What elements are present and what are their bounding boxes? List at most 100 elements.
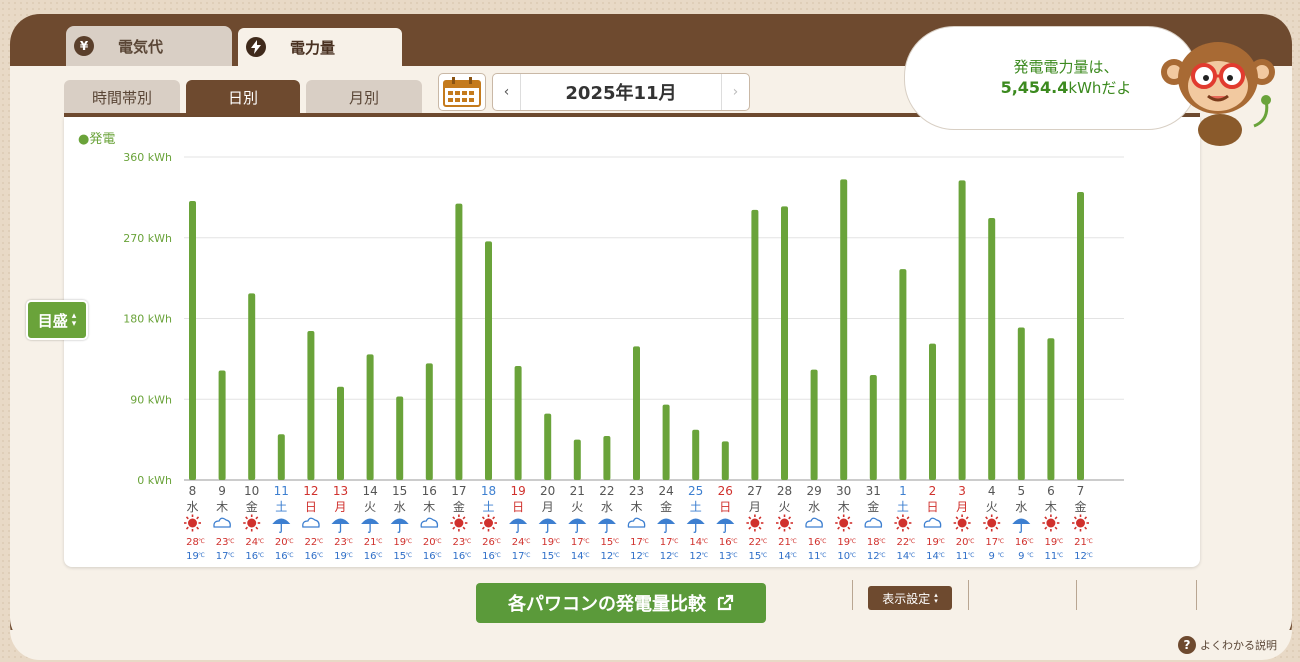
x-tick-date: 31 — [866, 484, 881, 498]
yen-icon: ¥ — [74, 36, 94, 56]
tab-daily[interactable]: 日別 — [186, 80, 300, 114]
weather-sun-ray — [245, 526, 249, 530]
temp-unit: ℃ — [405, 538, 412, 545]
temp-unit: ℃ — [879, 552, 886, 559]
bar-generation — [366, 354, 374, 480]
weather-sun-ray — [748, 516, 752, 520]
prev-month-button[interactable]: ‹ — [493, 74, 521, 110]
temp-high-label: 19 — [1045, 537, 1058, 548]
tab-monthly[interactable]: 月別 — [306, 80, 422, 114]
x-tick-date: 4 — [988, 484, 996, 498]
temp-unit: ℃ — [820, 552, 827, 559]
temp-low-label: 16 — [453, 551, 466, 562]
temp-high-label: 23 — [453, 537, 466, 548]
weather-umbrella-icon — [538, 518, 557, 524]
calendar-icon — [443, 77, 481, 107]
temp-unit: ℃ — [672, 538, 679, 545]
temp-unit: ℃ — [997, 552, 1004, 559]
x-tick-weekday: 日 — [305, 500, 317, 514]
year-label: 2025年 — [565, 83, 634, 104]
bar-generation — [218, 370, 226, 480]
bar-generation — [248, 293, 256, 480]
x-tick-weekday: 水 — [186, 500, 198, 514]
weather-umbrella-icon — [272, 518, 291, 524]
question-icon: ? — [1178, 636, 1196, 654]
weather-cloud-icon — [627, 517, 646, 528]
temp-unit: ℃ — [494, 552, 501, 559]
temp-unit: ℃ — [849, 538, 856, 545]
chart-panel: ●発電 0 kWh 90 kWh 180 kWh 270 kWh 360 kWh 8 水 28 ℃… — [64, 117, 1200, 567]
temp-high-label: 16 — [1015, 537, 1028, 548]
x-tick-weekday: 火 — [571, 500, 583, 514]
temp-unit: ℃ — [524, 538, 531, 545]
temp-high-label: 15 — [601, 537, 614, 548]
temp-unit: ℃ — [701, 538, 708, 545]
weather-umbrella-icon — [716, 518, 735, 524]
x-tick-date: 29 — [806, 484, 821, 498]
weather-umbrella-icon — [686, 518, 705, 524]
weather-sun-ray — [462, 526, 466, 530]
temp-unit: ℃ — [465, 552, 472, 559]
temp-low-label: 12 — [689, 551, 702, 562]
temp-unit: ℃ — [613, 552, 620, 559]
temp-low-label: 14 — [571, 551, 584, 562]
weather-sun-ray — [995, 526, 999, 530]
temp-low-label: 14 — [897, 551, 910, 562]
weather-sun-ray — [906, 516, 910, 520]
tab-hourly[interactable]: 時間帯別 — [64, 80, 180, 114]
temp-unit: ℃ — [938, 552, 945, 559]
temp-unit: ℃ — [257, 538, 264, 545]
temp-unit: ℃ — [1086, 552, 1093, 559]
weather-sun-ray — [185, 526, 189, 530]
x-tick-weekday: 土 — [482, 500, 494, 514]
weather-sun-ray — [758, 516, 762, 520]
x-tick-date: 24 — [658, 484, 673, 498]
temp-low-label: 12 — [660, 551, 673, 562]
weather-umbrella-handle — [604, 524, 608, 533]
help-link[interactable]: ? よくわかる説明 — [1178, 636, 1277, 654]
y-tick-label: 90 kWh — [130, 393, 172, 406]
temp-high-label: 17 — [660, 537, 673, 548]
next-month-button[interactable]: › — [720, 74, 749, 110]
display-settings-button[interactable]: 表示設定 ▴ ▾ — [868, 586, 952, 610]
bar-generation — [810, 369, 818, 480]
temp-unit: ℃ — [731, 538, 738, 545]
x-tick-weekday: 日 — [926, 500, 938, 514]
compare-inverters-button[interactable]: 各パワコンの発電量比較 — [476, 583, 766, 623]
temp-low-label: 19 — [186, 551, 199, 562]
temp-low-label: 17 — [512, 551, 525, 562]
bar-generation — [485, 241, 492, 480]
current-month: 2025年11月 — [565, 79, 676, 105]
temp-low-label: 12 — [630, 551, 643, 562]
bar-generation — [573, 439, 581, 480]
x-tick-weekday: 木 — [838, 500, 850, 514]
tab-power-amount[interactable]: 電力量 — [236, 26, 404, 66]
temp-low-label: 10 — [837, 551, 850, 562]
x-tick-weekday: 月 — [956, 500, 968, 514]
weather-sun-ray — [462, 516, 466, 520]
temp-high-label: 20 — [423, 537, 436, 548]
weather-umbrella-icon — [361, 518, 380, 524]
temp-low-label: 16 — [423, 551, 436, 562]
bar-generation — [337, 386, 344, 480]
weather-sun-ray — [777, 516, 781, 520]
temp-unit: ℃ — [435, 552, 442, 559]
tab-electricity-cost[interactable]: ¥ 電気代 — [66, 26, 232, 66]
tab-cost-label: 電気代 — [118, 37, 164, 56]
weather-sun-ray — [847, 516, 851, 520]
temp-high-label: 23 — [216, 537, 229, 548]
x-tick-date: 28 — [777, 484, 792, 498]
temp-high-label: 19 — [926, 537, 939, 548]
month-label: 11月 — [633, 83, 677, 104]
generation-bar-chart: ●発電 0 kWh 90 kWh 180 kWh 270 kWh 360 kWh 8 水 28 ℃… — [78, 132, 1124, 562]
weather-cloud-icon — [864, 517, 883, 528]
bar-generation — [455, 203, 463, 480]
bar-generation — [869, 375, 877, 480]
temp-unit: ℃ — [1027, 538, 1034, 545]
external-link-icon — [717, 594, 734, 611]
temp-low-label: 12 — [1074, 551, 1087, 562]
calendar-button[interactable] — [438, 73, 486, 111]
temp-low-label: 12 — [867, 551, 880, 562]
temp-unit: ℃ — [938, 538, 945, 545]
scale-button[interactable]: 目盛 ▴ ▾ — [26, 300, 88, 340]
